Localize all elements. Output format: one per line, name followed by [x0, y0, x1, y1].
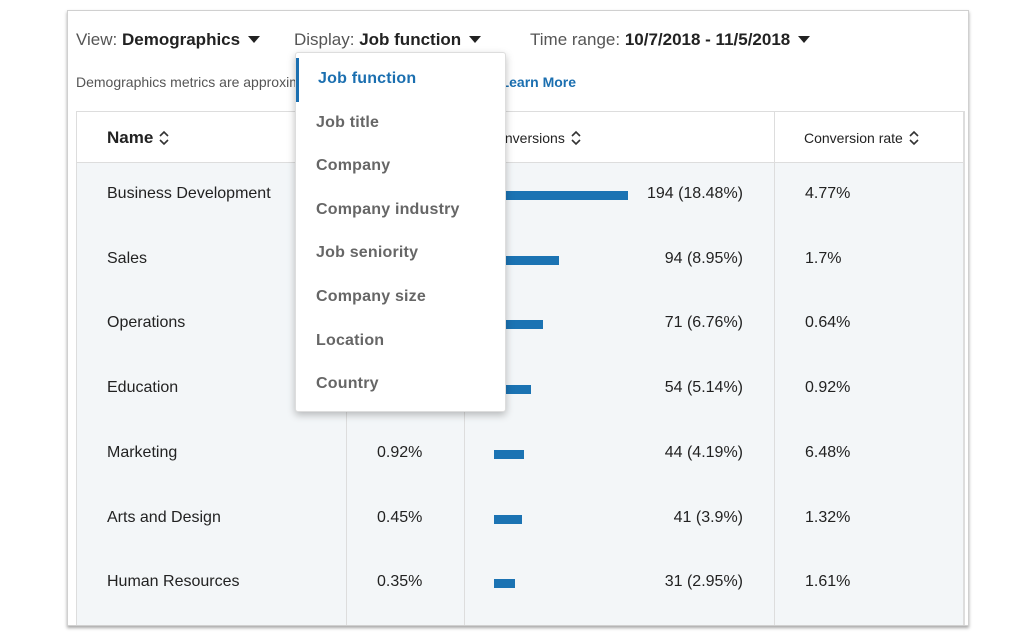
row-share: 0.35% [377, 573, 423, 591]
display-label: Display: [294, 30, 355, 49]
dropdown-item[interactable]: Company size [316, 288, 426, 305]
conversion-bar [494, 385, 532, 395]
row-rate: 1.61% [805, 573, 851, 591]
row-name: Operations [107, 314, 186, 332]
dropdown-item[interactable]: Company industry [316, 200, 460, 218]
view-label: View: [76, 30, 118, 49]
rate-header[interactable]: Conversion rate [804, 130, 919, 146]
dropdown-item[interactable]: Job title [316, 113, 380, 131]
row-name: Arts and Design [107, 508, 221, 526]
time-value: 10/7/2018 - 11/5/2018 [624, 30, 791, 49]
row-rate: 0.92% [805, 379, 851, 397]
row-conversions: 194 (18.48%) [646, 185, 743, 202]
header-text: Name [107, 128, 154, 147]
dropdown-item[interactable]: Location [316, 331, 385, 349]
conversion-bar [494, 191, 628, 200]
conversions-header[interactable]: Conversions [487, 130, 581, 146]
name-header[interactable]: Name [107, 128, 169, 148]
row-conversions: 71 (6.76%) [664, 314, 743, 332]
row-rate: 6.48% [805, 443, 851, 461]
header-text: Conversion rate [804, 130, 903, 146]
sort-icon [159, 130, 169, 146]
header-text: Conversions [487, 130, 565, 146]
column-divider [963, 112, 964, 625]
conversion-bar [494, 514, 523, 524]
sort-icon [909, 130, 919, 146]
selected-indicator [296, 58, 299, 102]
table: Name Conversions Conversion rate Business D… [76, 111, 965, 625]
caret [798, 36, 811, 43]
display-value: Job function [359, 30, 462, 49]
row-conversions: 41 (3.9%) [673, 508, 743, 526]
display-selector[interactable]: Display: Job function [294, 30, 482, 50]
conversion-bar [494, 320, 544, 330]
row-rate: 0.64% [805, 314, 851, 332]
sort-icon [571, 130, 581, 146]
view-value: Demographics [122, 30, 241, 49]
row-rate: 1.7% [805, 249, 842, 267]
row-conversions: 44 (4.19%) [664, 443, 743, 461]
row-name: Human Resources [107, 573, 240, 591]
table-header: Name Conversions Conversion rate [77, 112, 964, 163]
row-conversions: 31 (2.95%) [664, 573, 743, 591]
row-name: Marketing [107, 443, 178, 461]
caret [248, 36, 261, 43]
learn-more-link[interactable]: Learn More [500, 74, 577, 90]
row-name: Business Development [107, 185, 271, 202]
row-share: 0.45% [377, 508, 423, 526]
dropdown-item[interactable]: Country [316, 375, 379, 393]
panel: Name Conversions Conversion rate Business D… [67, 10, 969, 626]
row-conversions: 54 (5.14%) [664, 379, 743, 397]
conversion-bar [494, 255, 559, 265]
conversion-bar [494, 449, 525, 459]
column-divider [774, 112, 775, 625]
dropdown-item[interactable]: Job function [318, 70, 417, 87]
dropdown-item[interactable]: Company [316, 157, 391, 175]
row-name: Education [107, 379, 179, 397]
time-selector[interactable]: Time range: 10/7/2018 - 11/5/2018 [530, 30, 811, 50]
dropdown: Job function Job title Company Company indu… [295, 52, 506, 412]
caret [469, 36, 482, 43]
row-conversions: 94 (8.95%) [664, 249, 743, 267]
row-share: 0.92% [377, 443, 423, 461]
dropdown-item[interactable]: Job seniority [316, 244, 419, 262]
view-selector[interactable]: View: Demographics [76, 30, 261, 50]
row-name: Sales [107, 249, 148, 267]
row-rate: 4.77% [805, 185, 851, 202]
conversion-bar [494, 579, 516, 589]
time-label: Time range: [530, 30, 621, 49]
row-rate: 1.32% [805, 508, 851, 526]
